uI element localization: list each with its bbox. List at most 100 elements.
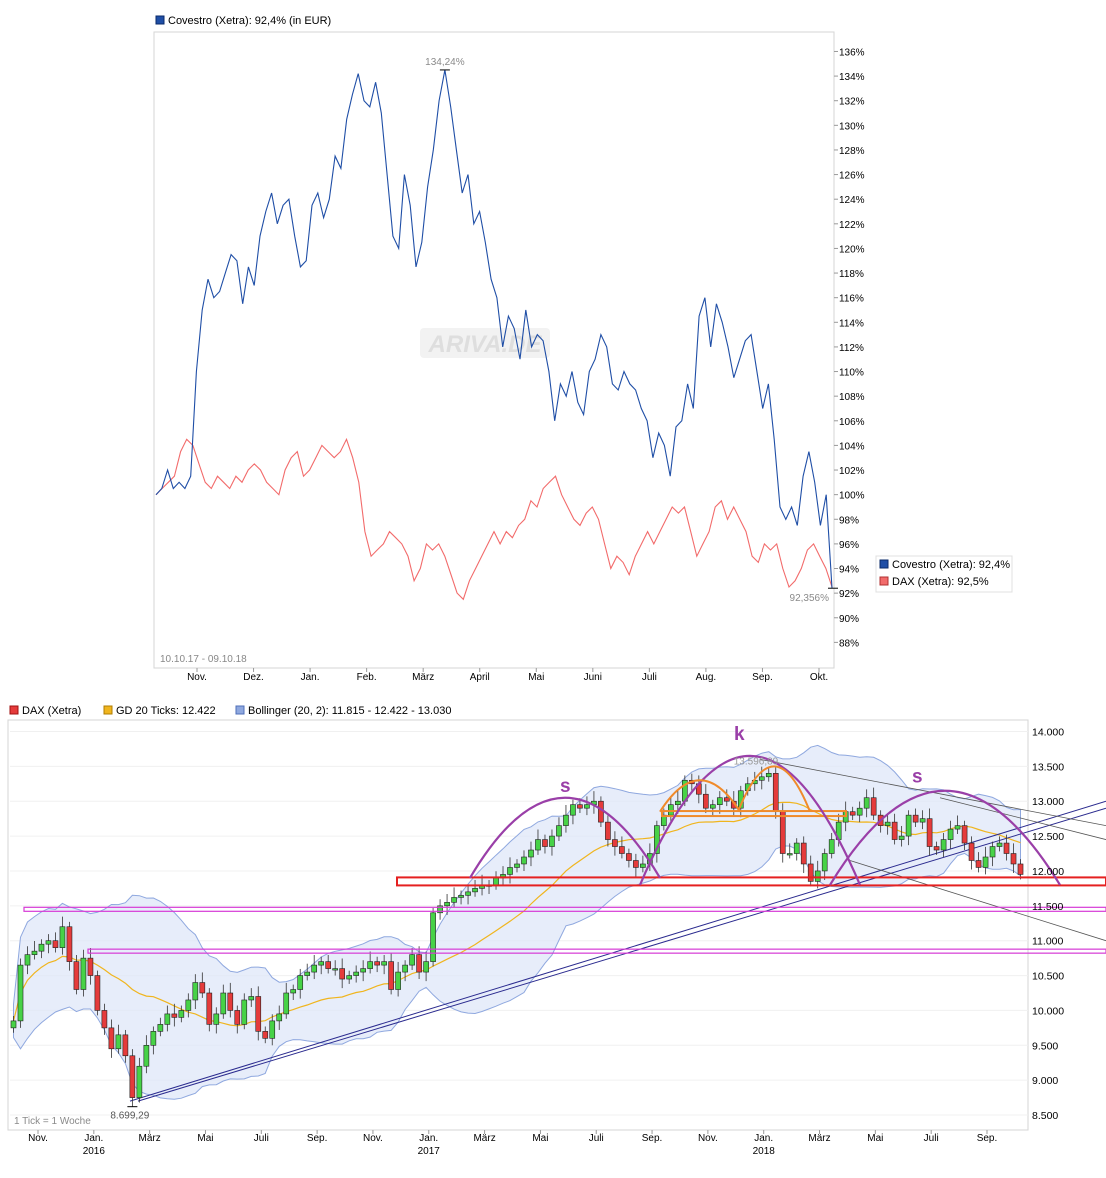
candle <box>856 801 863 823</box>
x-tick-label: März <box>808 1133 830 1144</box>
y-tick-label: 9.500 <box>1032 1040 1058 1052</box>
candle-up <box>668 804 674 816</box>
candle-down <box>1010 853 1017 865</box>
candle <box>430 907 436 967</box>
candle-up <box>10 1020 17 1029</box>
y-tick-label: 13.500 <box>1032 761 1064 773</box>
candle-up <box>905 814 912 837</box>
x-tick-label: Feb. <box>357 672 377 683</box>
x-tick-label: Juli <box>642 672 657 683</box>
candle <box>598 796 604 828</box>
candle <box>954 815 961 834</box>
candle <box>947 820 954 849</box>
candle-up <box>332 968 338 971</box>
candle-up <box>982 856 989 868</box>
candle-up <box>640 863 646 868</box>
candle <box>409 948 415 970</box>
candle <box>346 970 352 984</box>
candle-up <box>898 835 905 840</box>
candle-down <box>975 860 982 868</box>
candle <box>912 808 919 828</box>
candle <box>863 789 870 818</box>
y-tick-label: 136% <box>839 47 865 58</box>
x-tick-label: April <box>470 672 490 683</box>
candle-up <box>444 902 450 907</box>
candle-down <box>779 811 786 854</box>
candle <box>584 796 590 816</box>
candle <box>122 1029 129 1063</box>
candle <box>416 946 422 980</box>
candle-down <box>807 863 814 882</box>
candle-down <box>101 1010 108 1029</box>
y-tick-label: 128% <box>839 146 865 157</box>
candle-up <box>164 1013 171 1025</box>
legend-gd20: GD 20 Ticks: 12.422 <box>116 705 216 717</box>
candle <box>828 832 835 859</box>
candle-up <box>821 853 828 872</box>
candle-up <box>115 1034 122 1050</box>
candle <box>283 982 290 1019</box>
y-tick-label: 130% <box>839 121 865 132</box>
y-tick-label: 122% <box>839 220 865 231</box>
candle <box>940 832 947 857</box>
x-tick-label: Sep. <box>642 1133 663 1144</box>
dax-line <box>155 437 833 601</box>
x-tick-label: Juli <box>254 1133 269 1144</box>
y-tick-label: 10.500 <box>1032 971 1064 983</box>
candle-up <box>521 856 527 865</box>
candle <box>633 853 639 877</box>
candle <box>269 1014 276 1046</box>
candle <box>989 841 996 867</box>
chart1-background <box>0 0 1106 700</box>
candle <box>52 932 59 953</box>
bollinger-swatch <box>235 705 245 715</box>
candle-down <box>1017 863 1024 875</box>
candle <box>709 799 716 816</box>
candle <box>45 934 52 954</box>
candle-up <box>430 912 436 962</box>
candle <box>1017 859 1024 880</box>
candle-down <box>605 821 611 840</box>
candle-up <box>17 964 24 1022</box>
candle-up <box>919 818 926 823</box>
arc-head <box>638 754 862 886</box>
candle <box>437 899 443 920</box>
chart2-plot-frame <box>7 719 1029 1131</box>
candle-up <box>402 964 408 973</box>
candle-down <box>968 842 975 861</box>
candle-up <box>570 804 576 816</box>
gd20-swatch <box>103 705 113 715</box>
candle-up <box>24 954 31 966</box>
candle-up <box>451 897 457 903</box>
candle-up <box>437 905 443 914</box>
candle-up <box>507 867 513 875</box>
y-tick-label: 114% <box>839 318 864 329</box>
x-tick-label: Sep. <box>977 1133 998 1144</box>
candle <box>528 841 534 867</box>
candle <box>423 951 429 982</box>
support-line-magenta-2 <box>87 948 1106 954</box>
candle-down <box>577 804 583 809</box>
candle-up <box>947 828 954 840</box>
candle-up <box>346 975 352 980</box>
candle-up <box>178 1010 185 1018</box>
candle-up <box>584 804 590 809</box>
x-tick-label: März <box>139 1133 161 1144</box>
candle-up <box>989 846 996 858</box>
y-tick-label: 110% <box>839 368 864 379</box>
year-label: 2017 <box>418 1146 441 1157</box>
candle <box>570 799 576 825</box>
candle-up <box>45 940 52 945</box>
downtrend-line-3 <box>939 797 1106 840</box>
orange-zone <box>661 810 847 818</box>
candle-up <box>395 971 401 990</box>
legend-covestro-label: Covestro (Xetra): 92,4% (in EUR) <box>168 15 331 27</box>
y-tick-label: 124% <box>839 195 865 206</box>
candle <box>807 855 814 887</box>
y-tick-label: 100% <box>839 491 865 502</box>
candle-up <box>549 835 555 847</box>
candle <box>507 857 513 884</box>
candle-up <box>465 891 471 896</box>
candle-down <box>227 992 234 1011</box>
candle <box>213 1007 220 1034</box>
